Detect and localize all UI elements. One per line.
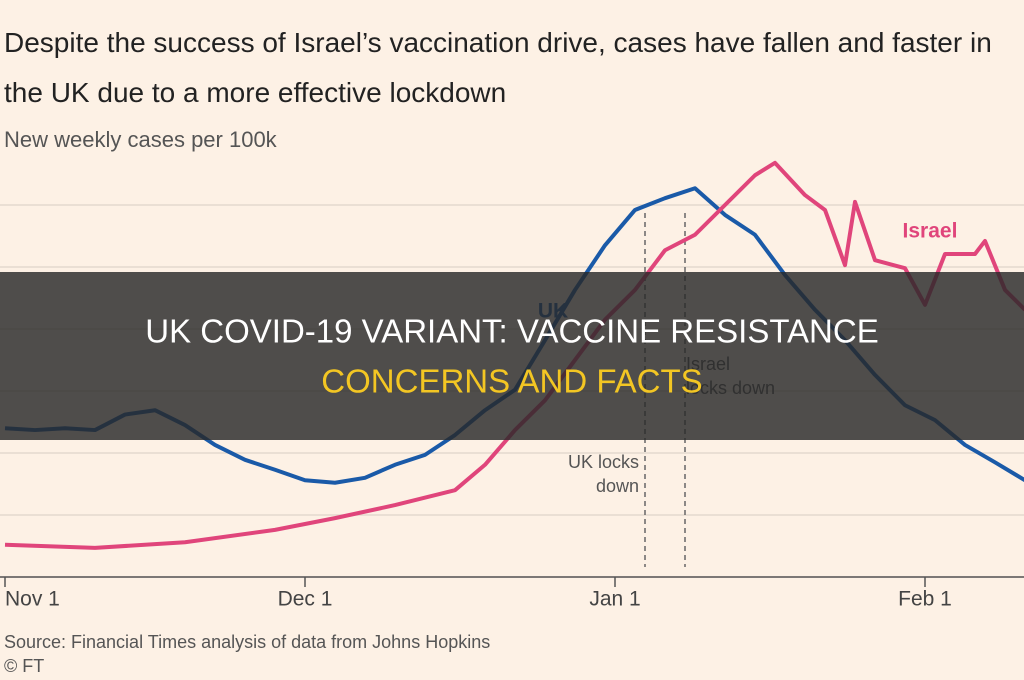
annotation-text: UK locks	[568, 452, 639, 472]
x-tick-label: Dec 1	[278, 588, 333, 611]
x-tick-label: Jan 1	[589, 588, 640, 611]
banner-line: UK COVID-19 VARIANT: VACCINE RESISTANCE	[145, 313, 878, 350]
chart-subtitle: New weekly cases per 100k	[4, 127, 278, 152]
annotation-text: down	[596, 476, 639, 496]
source: Source: Financial Times analysis of data…	[4, 632, 490, 652]
banner-line: CONCERNS AND FACTS	[321, 363, 702, 400]
series-label: Israel	[903, 220, 958, 243]
x-tick-label: Feb 1	[898, 588, 952, 611]
chart-title: Despite the success of Israel’s vaccinat…	[4, 27, 992, 108]
credit: © FT	[4, 656, 44, 676]
x-tick-label: Nov 1	[5, 588, 60, 611]
banner	[0, 272, 1024, 440]
